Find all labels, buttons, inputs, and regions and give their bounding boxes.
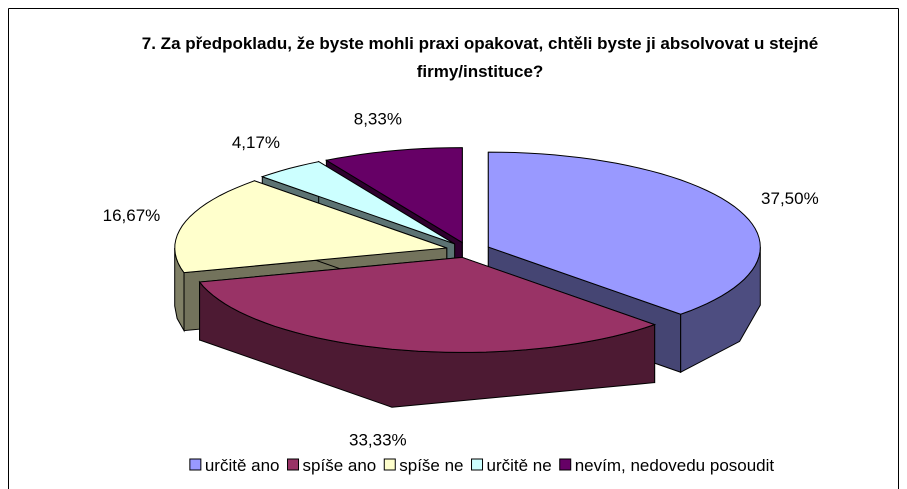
slice <box>198 256 657 353</box>
chart-title: 7. Za předpokladu, že byste mohli praxi … <box>141 34 819 81</box>
slice <box>260 161 455 245</box>
legend-label: určitě ne <box>487 456 552 475</box>
legend-swatch <box>189 458 202 471</box>
legend-swatch <box>287 458 300 471</box>
legend-swatch <box>559 458 572 471</box>
legend-swatch <box>471 458 484 471</box>
slice <box>487 151 761 315</box>
data-label: 4,17% <box>232 133 280 152</box>
data-label: 16,67% <box>103 206 161 225</box>
legend-label: určitě ano <box>205 456 280 475</box>
data-label: 33,33% <box>349 430 407 449</box>
legend-label: nevím, nedovedu posoudit <box>575 456 775 475</box>
legend-label: spíše ano <box>303 456 377 475</box>
data-label: 37,50% <box>761 189 819 208</box>
slice <box>174 180 447 274</box>
legend-swatch <box>383 458 396 471</box>
legend-label: spíše ne <box>399 456 463 475</box>
data-label: 8,33% <box>354 110 402 129</box>
slice <box>325 147 463 244</box>
